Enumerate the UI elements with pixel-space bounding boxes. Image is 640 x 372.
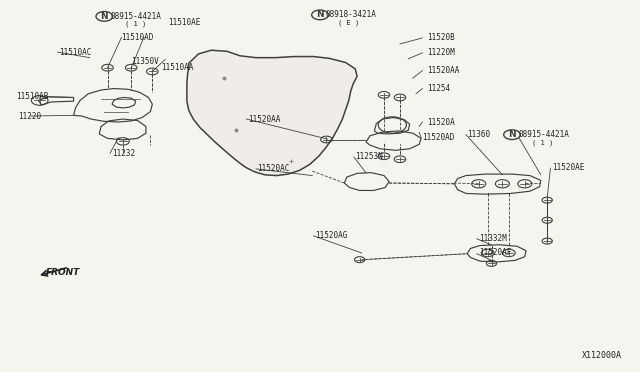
Text: 11520A: 11520A — [428, 118, 455, 126]
Text: 11510AC: 11510AC — [59, 48, 92, 57]
Text: N: N — [508, 130, 516, 139]
Polygon shape — [187, 50, 357, 176]
Text: 08915-4421A: 08915-4421A — [518, 130, 569, 139]
Text: 11520AF: 11520AF — [479, 248, 511, 257]
Text: 11520AD: 11520AD — [422, 133, 455, 142]
Text: ( 1 ): ( 1 ) — [125, 21, 146, 28]
Text: 11520B: 11520B — [428, 33, 455, 42]
Text: N: N — [316, 10, 324, 19]
Text: 11520AE: 11520AE — [552, 163, 584, 172]
Text: 08915-4421A: 08915-4421A — [111, 12, 161, 21]
Text: 11520AG: 11520AG — [315, 231, 348, 240]
Text: 11332M: 11332M — [479, 234, 506, 243]
Text: 11510AE: 11510AE — [168, 18, 200, 27]
Text: 11520AA: 11520AA — [428, 66, 460, 75]
Circle shape — [96, 12, 113, 21]
Text: 11510AB: 11510AB — [16, 92, 49, 101]
Circle shape — [312, 10, 328, 20]
Text: 11232: 11232 — [112, 149, 135, 158]
Text: 08918-3421A: 08918-3421A — [325, 10, 376, 19]
Text: X112000A: X112000A — [582, 351, 621, 360]
Text: ( 1 ): ( 1 ) — [532, 140, 554, 146]
Text: FRONT: FRONT — [46, 268, 81, 277]
Text: 11360: 11360 — [467, 130, 490, 139]
Text: 11254: 11254 — [428, 84, 451, 93]
Text: 11350V: 11350V — [131, 57, 159, 65]
Text: 11520AC: 11520AC — [257, 164, 290, 173]
Text: 11510AA: 11510AA — [161, 63, 194, 72]
Circle shape — [504, 130, 520, 140]
Text: 11253N: 11253N — [355, 152, 383, 161]
Text: 11520AA: 11520AA — [248, 115, 281, 124]
Text: 11220M: 11220M — [428, 48, 455, 57]
Text: N: N — [100, 12, 108, 21]
Text: 11220: 11220 — [18, 112, 41, 121]
Text: 11510AD: 11510AD — [122, 33, 154, 42]
Text: ( E ): ( E ) — [338, 20, 359, 26]
